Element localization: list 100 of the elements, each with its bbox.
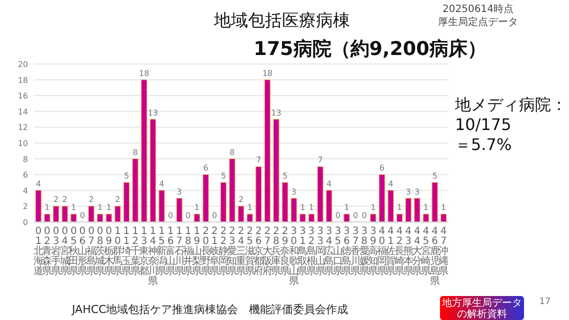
data-label: 2 bbox=[62, 195, 68, 204]
bar bbox=[264, 80, 270, 222]
bar bbox=[317, 166, 324, 222]
data-label: 1 bbox=[441, 203, 446, 212]
x-tick-label: 03岩手県 bbox=[51, 226, 62, 277]
data-label: 7 bbox=[256, 156, 262, 165]
x-tick-label: 02青森県 bbox=[42, 226, 52, 277]
data-label: 0 bbox=[186, 211, 191, 220]
y-tick-label: 12 bbox=[18, 123, 28, 132]
data-label: 0 bbox=[362, 211, 367, 220]
text: 10/175 bbox=[455, 115, 512, 134]
data-label: 0 bbox=[352, 211, 358, 220]
data-label: 1 bbox=[247, 203, 252, 212]
x-tick-label: 35山口県 bbox=[332, 226, 343, 277]
bar bbox=[238, 206, 244, 222]
data-label: 2 bbox=[88, 195, 94, 204]
x-tick-label: 31鳥取県 bbox=[296, 226, 308, 277]
data-label: 3 bbox=[176, 187, 182, 196]
x-tick-label: 16富山県 bbox=[166, 226, 176, 277]
data-label: 1 bbox=[344, 203, 350, 212]
chart-subtitle: 175病院（約9,200病床） bbox=[254, 38, 486, 60]
bar bbox=[290, 198, 297, 222]
x-tick-label: 06山形県 bbox=[77, 226, 88, 277]
x-tick-label: 17石川県 bbox=[174, 226, 184, 277]
x-tick-label: 25滋賀県 bbox=[244, 226, 255, 277]
x-tick-label: 37香川県 bbox=[350, 226, 361, 277]
bar bbox=[88, 206, 94, 222]
x-tick-label: 46鹿児島県 bbox=[430, 226, 440, 287]
data-label: 1 bbox=[423, 203, 429, 212]
x-tick-label: 33岡山県 bbox=[315, 226, 326, 277]
data-label: 18 bbox=[262, 68, 273, 78]
data-label: 0 bbox=[80, 211, 85, 220]
x-tick-label: 24三重県 bbox=[236, 226, 246, 277]
bar bbox=[44, 214, 50, 222]
bar bbox=[282, 182, 288, 222]
data-label: 1 bbox=[194, 203, 200, 212]
data-label: 0 bbox=[335, 211, 340, 220]
data-label: 6 bbox=[203, 164, 208, 173]
bar bbox=[414, 198, 420, 222]
data-label: 0 bbox=[168, 211, 174, 220]
data-label: 4 bbox=[388, 179, 394, 188]
data-label: 1 bbox=[44, 203, 50, 212]
x-tick-label: 19山梨県 bbox=[192, 226, 202, 277]
bar bbox=[378, 174, 385, 222]
x-tick-label: 13東京都 bbox=[139, 226, 150, 277]
bar bbox=[229, 158, 236, 222]
y-tick-label: 14 bbox=[18, 107, 28, 116]
x-tick-label: 14神奈川県 bbox=[148, 226, 158, 287]
bar bbox=[141, 80, 148, 222]
data-label: 7 bbox=[318, 156, 323, 165]
x-tick-label: 39高知県 bbox=[368, 226, 378, 277]
bar bbox=[273, 119, 280, 222]
x-tick-label: 18福井県 bbox=[183, 226, 194, 277]
bar bbox=[62, 206, 68, 222]
y-tick-label: 4 bbox=[22, 186, 28, 196]
x-tick-label: 42長崎県 bbox=[394, 226, 405, 277]
data-label: 13 bbox=[148, 108, 158, 118]
x-tick-label: 47沖縄県 bbox=[438, 226, 449, 277]
data-label: 1 bbox=[370, 203, 376, 212]
data-label: 3 bbox=[406, 187, 411, 196]
x-tick-label: 45宮崎県 bbox=[420, 226, 431, 277]
text: 地方厚生局データ bbox=[441, 297, 522, 309]
y-tick-label: 16 bbox=[18, 92, 28, 101]
text: JAHCC地域包括ケア推進病棟協会 機能評価委員会作成 bbox=[71, 303, 348, 316]
bar bbox=[405, 198, 412, 222]
data-label: 2 bbox=[53, 195, 59, 204]
x-tick-label: 26京都府 bbox=[254, 226, 264, 277]
x-tick-label: 40福岡県 bbox=[376, 226, 387, 277]
data-label: 8 bbox=[132, 148, 138, 157]
y-tick-label: 8 bbox=[22, 154, 28, 164]
x-tick-label: 07福島県 bbox=[86, 226, 96, 277]
data-label: 18 bbox=[139, 68, 150, 78]
x-tick-label: 27大阪府 bbox=[262, 226, 272, 277]
bar bbox=[202, 174, 209, 222]
data-label: 0 bbox=[212, 211, 218, 220]
data-label: 5 bbox=[124, 172, 130, 180]
text: ＝5.7% bbox=[455, 135, 512, 154]
x-tick-label: 23愛知県 bbox=[227, 226, 238, 277]
data-label: 4 bbox=[326, 179, 332, 188]
y-tick-label: 6 bbox=[22, 170, 28, 180]
x-tick-label: 08茨城県 bbox=[94, 226, 106, 277]
bar bbox=[176, 198, 182, 222]
data-label: 3 bbox=[414, 187, 420, 196]
x-tick-label: 09栃木県 bbox=[104, 226, 114, 277]
x-tick-label: 38愛媛県 bbox=[359, 226, 370, 277]
bar bbox=[220, 182, 226, 222]
text: 17 bbox=[539, 297, 551, 307]
x-tick-label: 05秋田県 bbox=[68, 226, 79, 277]
data-label: 4 bbox=[36, 179, 41, 188]
x-tick-label: 36徳島県 bbox=[342, 226, 352, 277]
data-label: 1 bbox=[71, 203, 76, 212]
y-tick-label: 0 bbox=[22, 218, 28, 227]
x-tick-label: 22静岡県 bbox=[218, 226, 228, 277]
x-tick-label: 12千葉県 bbox=[130, 226, 140, 277]
x-tick-label: 44大分県 bbox=[412, 226, 422, 277]
data-label: 2 bbox=[238, 195, 244, 204]
x-tick-label: 32島根県 bbox=[306, 226, 316, 277]
bar bbox=[35, 190, 42, 222]
y-tick-label: 2 bbox=[22, 202, 28, 212]
x-tick-label: 01北海道 bbox=[33, 226, 44, 277]
